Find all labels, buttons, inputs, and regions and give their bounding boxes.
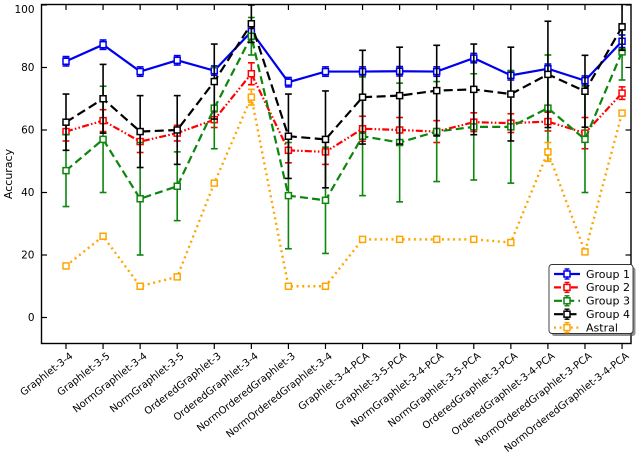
data-point-marker xyxy=(247,20,256,28)
data-point-marker xyxy=(136,67,144,76)
data-point-marker xyxy=(618,89,626,97)
legend-label: Group 1 xyxy=(586,268,630,281)
series-group-4 xyxy=(62,4,626,189)
data-point-marker xyxy=(358,235,367,244)
data-point-marker xyxy=(284,191,293,200)
legend-marker-icon xyxy=(563,310,571,318)
legend-item-astral: Astral xyxy=(554,321,618,334)
y-axis-label: Accuracy xyxy=(2,148,15,199)
legend-label: Group 3 xyxy=(586,295,630,308)
data-point-marker xyxy=(210,179,219,187)
data-point-marker xyxy=(507,238,515,247)
data-point-marker xyxy=(581,87,589,95)
series-line-group-4 xyxy=(65,21,624,141)
data-point-marker xyxy=(62,262,70,270)
data-point-marker xyxy=(284,78,293,86)
legend-label: Astral xyxy=(586,321,618,334)
legend-label: Group 2 xyxy=(586,281,630,294)
data-point-marker xyxy=(62,166,70,175)
plot-series-area xyxy=(62,4,626,290)
y-tick-label: 60 xyxy=(21,125,34,137)
data-point-marker xyxy=(432,86,441,95)
series-line-group-3 xyxy=(65,33,624,202)
data-point-marker xyxy=(544,70,552,79)
data-point-marker xyxy=(173,126,181,134)
data-point-marker xyxy=(210,77,219,86)
data-point-marker xyxy=(395,91,404,100)
series-astral xyxy=(62,88,626,290)
data-point-marker xyxy=(136,195,144,203)
legend-label: Group 4 xyxy=(586,308,630,321)
data-point-marker xyxy=(432,235,441,244)
legend-item-group-1: Group 1 xyxy=(554,268,630,281)
series-line-astral xyxy=(65,93,624,288)
data-point-marker xyxy=(99,135,107,144)
y-tick-label: 20 xyxy=(21,250,34,262)
data-point-marker xyxy=(321,135,330,144)
data-point-marker xyxy=(618,23,626,31)
data-point-marker xyxy=(284,132,293,140)
data-point-marker xyxy=(470,235,478,244)
y-tick-label: 100 xyxy=(14,4,34,16)
data-point-marker xyxy=(358,93,367,101)
y-tick-labels: 0 20 40 60 80 100 xyxy=(14,4,34,324)
data-point-marker xyxy=(99,95,107,103)
data-point-marker xyxy=(62,118,70,126)
data-point-marker xyxy=(62,57,70,65)
y-tick-label: 80 xyxy=(21,62,34,74)
data-point-marker xyxy=(99,232,107,240)
legend-marker-icon xyxy=(563,270,571,278)
data-point-marker xyxy=(173,273,181,281)
data-point-marker xyxy=(321,282,330,290)
plot-area-frame xyxy=(40,3,632,345)
series-line-group-2 xyxy=(65,71,623,153)
legend-item-group-3: Group 3 xyxy=(554,295,630,308)
legend-marker-icon xyxy=(563,283,571,292)
data-point-marker xyxy=(618,109,626,117)
data-point-marker xyxy=(284,282,293,290)
data-point-marker xyxy=(544,148,552,156)
data-point-marker xyxy=(247,93,256,101)
legend-item-group-2: Group 2 xyxy=(554,281,630,294)
series-line-group-1 xyxy=(65,29,623,84)
legend-marker-icon xyxy=(563,297,571,305)
data-point-marker xyxy=(470,85,478,94)
data-point-marker xyxy=(136,282,144,290)
data-point-marker xyxy=(173,182,181,190)
data-point-marker xyxy=(395,235,404,244)
data-point-marker xyxy=(507,90,515,98)
legend-marker-icon xyxy=(563,323,571,332)
data-point-marker xyxy=(99,40,107,49)
data-point-marker xyxy=(173,56,181,65)
data-point-marker xyxy=(136,127,144,136)
data-point-marker xyxy=(321,67,330,76)
data-point-marker xyxy=(581,135,589,144)
data-point-marker xyxy=(247,70,256,78)
y-tick-label: 40 xyxy=(21,187,34,199)
y-tick-label: 0 xyxy=(28,312,35,324)
legend-item-group-4: Group 4 xyxy=(554,308,630,321)
data-point-marker xyxy=(581,248,589,256)
data-point-marker xyxy=(321,196,330,205)
